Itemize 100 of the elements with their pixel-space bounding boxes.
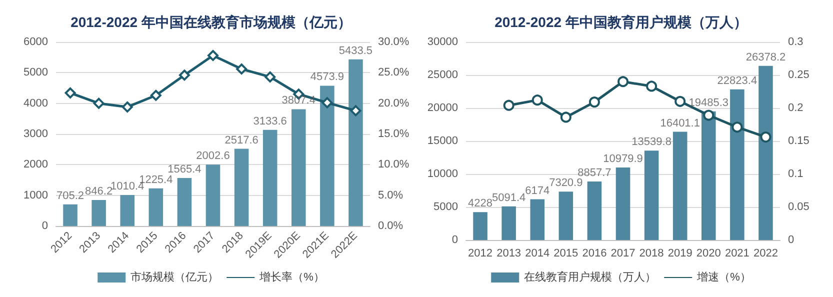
y-tick-label: 25000: [427, 69, 458, 81]
legend-label: 增长率（%）: [258, 270, 324, 284]
bar: [177, 178, 192, 226]
point: [264, 71, 276, 82]
bar: [63, 204, 78, 226]
data-label: 3807.4: [282, 94, 316, 107]
y2-tick-label: 0.3: [788, 36, 804, 48]
y2-tick-label: 15.0%: [378, 128, 410, 140]
chart-title: 2012-2022 年中国在线教育市场规模（亿元）: [70, 14, 352, 30]
y2-tick-label: 0.0%: [378, 220, 404, 232]
x-tick-label: 2019: [668, 248, 692, 260]
y-tick-label: 3000: [24, 128, 48, 140]
point: [703, 110, 714, 121]
y-tick-label: 2000: [24, 158, 48, 171]
y2-tick-label: 0.2: [788, 102, 804, 114]
point: [236, 63, 248, 74]
data-label: 10979.9: [603, 153, 643, 166]
y2-tick-label: 30.0%: [378, 36, 410, 48]
point: [674, 96, 686, 107]
point: [122, 102, 133, 113]
bar: [730, 89, 744, 240]
data-label: 1565.4: [168, 163, 202, 176]
y2-tick-label: 0: [788, 234, 794, 246]
bar: [502, 206, 516, 240]
data-label: 8857.7: [578, 167, 612, 180]
data-label: 846.2: [85, 186, 113, 198]
legend-label: 增速（%）: [696, 270, 751, 284]
data-label: 3133.6: [253, 115, 287, 128]
point: [322, 97, 333, 108]
point: [350, 105, 362, 116]
data-label: 1010.4: [110, 180, 144, 193]
y-tick-label: 10000: [427, 168, 458, 180]
data-label: 4228: [468, 198, 493, 210]
y2-tick-label: 5.0%: [378, 189, 404, 202]
x-tick-label: 2020: [696, 248, 721, 260]
data-label: 13539.8: [632, 136, 672, 148]
y-tick-label: 0: [452, 234, 458, 246]
x-tick-label: 2014: [525, 248, 550, 260]
bar: [348, 59, 363, 226]
point: [208, 50, 218, 61]
chart-title: 2012-2022 年中国教育用户规模（万人）: [494, 14, 748, 30]
bar: [148, 188, 164, 226]
y-tick-label: 4000: [24, 97, 48, 110]
bar: [262, 130, 278, 226]
legend-label: 市场规模（亿元）: [130, 270, 219, 284]
point: [732, 122, 743, 133]
bar: [672, 132, 688, 240]
data-label: 7320.9: [549, 177, 583, 190]
legend-label: 在线教育用户规模（万人）: [524, 270, 656, 284]
data-label: 19485.3: [688, 96, 729, 109]
y2-tick-label: 25.0%: [378, 66, 410, 79]
bar: [702, 111, 716, 240]
bar: [234, 148, 249, 226]
data-label: 4573.9: [310, 71, 344, 84]
bar: [320, 86, 334, 226]
data-label: 2517.6: [224, 134, 258, 146]
x-tick-label: 2017: [610, 248, 636, 260]
bar: [758, 66, 773, 240]
data-label: 6174: [525, 184, 550, 197]
y-tick-label: 5000: [434, 201, 458, 213]
point: [588, 96, 600, 108]
bar: [587, 182, 602, 240]
bar: [92, 200, 106, 226]
bar: [473, 212, 488, 240]
point: [150, 90, 162, 101]
bar: [120, 195, 134, 226]
y2-tick-label: 0.15: [788, 135, 810, 147]
x-tick-label: 2016: [582, 248, 607, 260]
bar: [644, 150, 659, 240]
data-label: 22823.4: [717, 74, 758, 87]
y2-tick-label: 0.05: [788, 201, 810, 213]
y2-tick-label: 10.0%: [378, 158, 410, 171]
point: [532, 94, 543, 106]
y-tick-label: 6000: [24, 36, 48, 48]
y2-tick-label: 0.1: [788, 168, 804, 180]
point: [93, 98, 104, 109]
y-tick-label: 0: [42, 220, 48, 232]
bar: [530, 199, 544, 240]
y-tick-label: 15000: [427, 135, 458, 147]
y2-tick-label: 20.0%: [378, 97, 410, 110]
bar: [558, 192, 574, 240]
point: [760, 132, 772, 143]
y-tick-label: 30000: [427, 36, 458, 48]
data-label: 5433.5: [338, 44, 373, 57]
data-label: 16401.1: [660, 117, 700, 130]
x-tick-label: 2021: [724, 248, 750, 260]
y-tick-label: 1000: [24, 189, 48, 202]
point: [178, 70, 190, 81]
x-tick-label: 2015: [554, 248, 578, 260]
x-tick-label: 2013: [496, 248, 522, 260]
y2-tick-label: 0.25: [788, 69, 810, 81]
point: [503, 100, 514, 111]
bar: [206, 164, 220, 226]
y-tick-label: 20000: [427, 102, 458, 114]
point: [64, 87, 76, 98]
point: [646, 80, 658, 92]
point: [560, 112, 572, 123]
bar: [292, 109, 306, 226]
x-tick-label: 2012: [468, 248, 493, 260]
x-tick-label: 2022: [753, 248, 778, 260]
